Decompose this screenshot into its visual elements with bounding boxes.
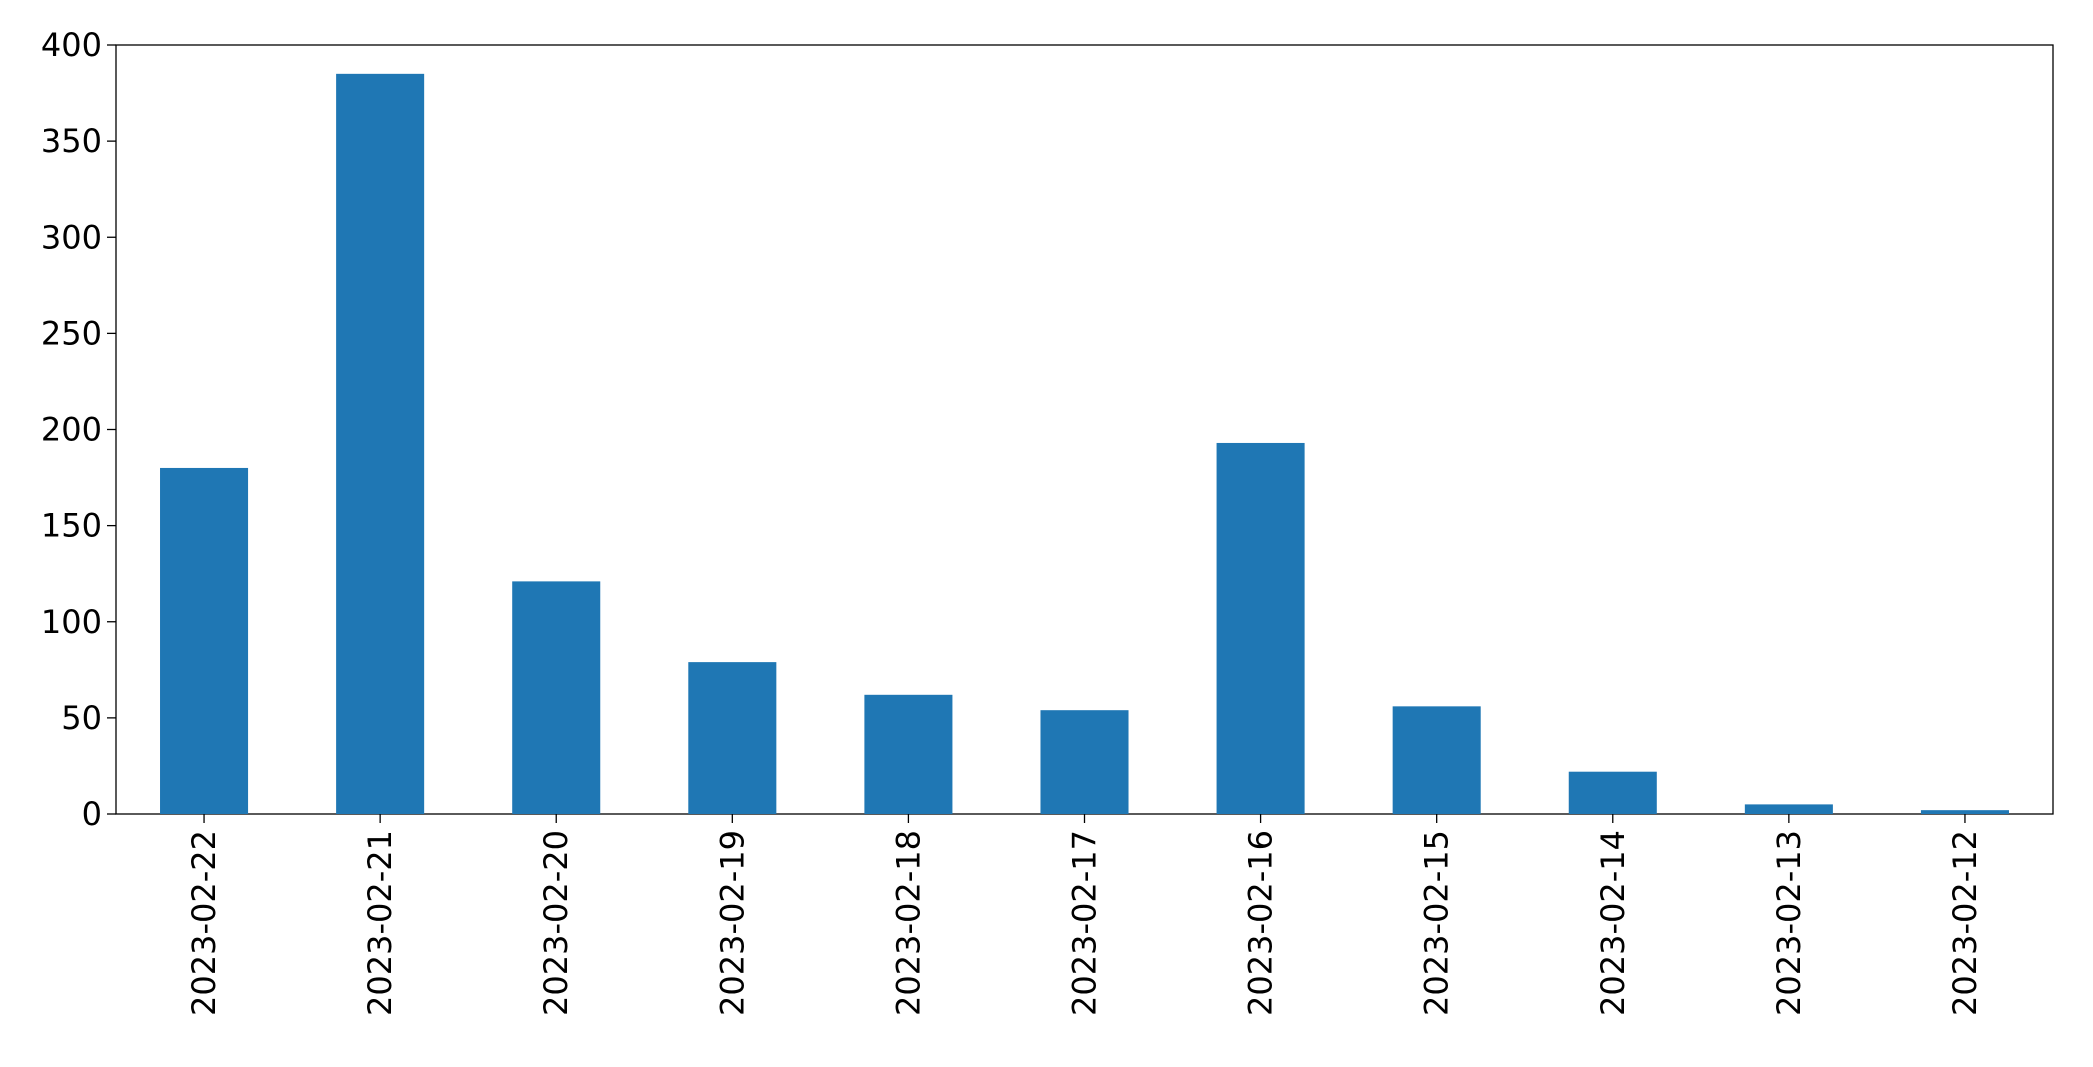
- x-tick-label: 2023-02-22: [185, 830, 223, 1016]
- x-tick-label: 2023-02-18: [889, 830, 927, 1016]
- x-tick-label: 2023-02-20: [537, 830, 575, 1016]
- bar: [688, 662, 777, 814]
- y-tick-label: 350: [41, 122, 102, 160]
- x-tick-label: 2023-02-17: [1066, 830, 1104, 1016]
- y-tick-label: 0: [82, 795, 102, 833]
- bar: [864, 694, 953, 814]
- x-tick-label: 2023-02-16: [1242, 830, 1280, 1016]
- x-tick-label: 2023-02-12: [1946, 830, 1984, 1016]
- x-tick-label: 2023-02-13: [1770, 830, 1808, 1016]
- bar: [1040, 710, 1129, 814]
- y-tick-label: 400: [41, 26, 102, 64]
- y-tick-label: 250: [41, 314, 102, 352]
- bar: [1920, 810, 2009, 814]
- x-tick-label: 2023-02-14: [1594, 830, 1632, 1016]
- y-tick-label: 200: [41, 411, 102, 449]
- y-tick-label: 150: [41, 507, 102, 545]
- bar: [160, 467, 249, 814]
- bar: [1744, 804, 1833, 814]
- y-tick-label: 100: [41, 603, 102, 641]
- y-tick-label: 300: [41, 218, 102, 256]
- bar: [336, 73, 425, 814]
- x-tick-label: 2023-02-15: [1418, 830, 1456, 1016]
- x-tick-label: 2023-02-21: [361, 830, 399, 1016]
- bar: [512, 581, 601, 814]
- bar: [1392, 706, 1481, 814]
- x-tick-label: 2023-02-19: [713, 830, 751, 1016]
- bar: [1216, 442, 1305, 814]
- y-tick-label: 50: [61, 699, 102, 737]
- bar: [1568, 771, 1657, 814]
